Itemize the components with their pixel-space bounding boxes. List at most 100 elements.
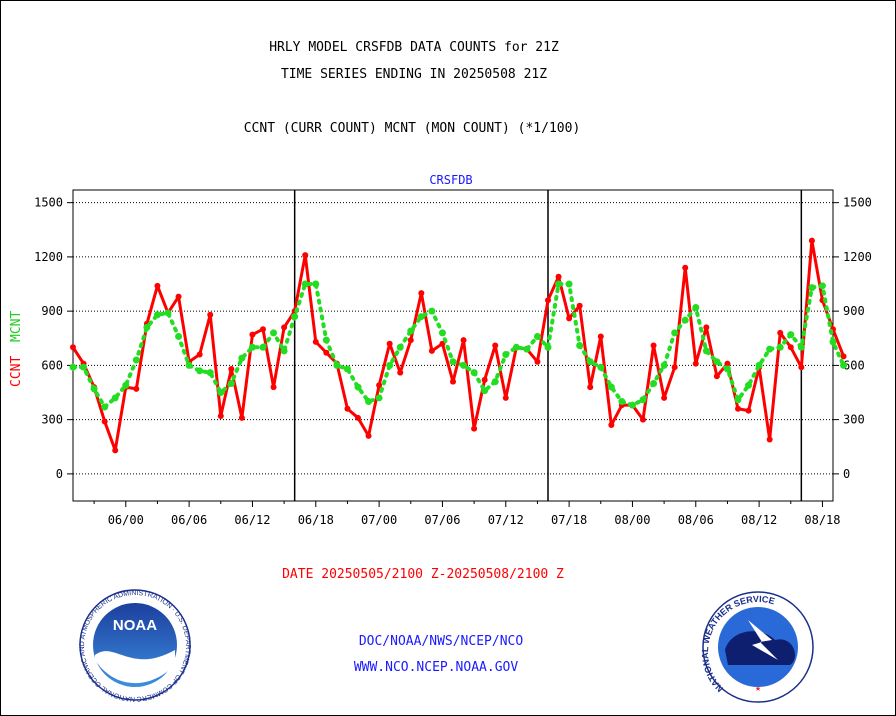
data-point-mcnt-0 bbox=[69, 363, 77, 371]
data-point-ccnt-48 bbox=[576, 302, 583, 309]
x-tick-label-3: 06/18 bbox=[298, 513, 334, 527]
data-point-mcnt-1 bbox=[80, 363, 88, 371]
data-point-ccnt-32 bbox=[407, 337, 414, 344]
nco-link[interactable]: DOC/NOAA/NWS/NCEP/NCO bbox=[359, 634, 524, 649]
x-tick-label-8: 08/00 bbox=[614, 513, 650, 527]
data-point-mcnt-57 bbox=[671, 329, 679, 337]
x-tick-label-2: 06/12 bbox=[234, 513, 270, 527]
data-point-mcnt-63 bbox=[734, 396, 742, 404]
chart-subtitle: CRSFDB bbox=[429, 173, 472, 187]
data-point-ccnt-39 bbox=[481, 376, 488, 383]
data-point-ccnt-14 bbox=[217, 413, 224, 420]
data-point-mcnt-29 bbox=[375, 394, 383, 402]
data-point-ccnt-37 bbox=[460, 337, 467, 344]
x-tick-label-1: 06/06 bbox=[171, 513, 207, 527]
x-tick-label-9: 08/06 bbox=[678, 513, 714, 527]
x-tick-label-5: 07/06 bbox=[424, 513, 460, 527]
data-point-mcnt-69 bbox=[797, 343, 805, 351]
data-point-ccnt-19 bbox=[270, 384, 277, 391]
data-point-ccnt-6 bbox=[133, 385, 140, 392]
data-point-mcnt-73 bbox=[840, 361, 848, 369]
data-point-mcnt-14 bbox=[217, 389, 225, 397]
chart-title-line1: HRLY MODEL CRSFDB DATA COUNTS for 21Z bbox=[269, 40, 559, 55]
nws-logo-icon[interactable]: ★ NATIONAL WEATHER SERVICE bbox=[700, 591, 814, 703]
data-point-mcnt-13 bbox=[206, 369, 214, 377]
data-point-mcnt-28 bbox=[365, 398, 373, 406]
x-tick-label-10: 08/12 bbox=[741, 513, 777, 527]
x-tick-label-6: 07/12 bbox=[488, 513, 524, 527]
data-point-mcnt-5 bbox=[122, 381, 130, 389]
data-point-mcnt-47 bbox=[565, 280, 573, 288]
data-point-ccnt-70 bbox=[808, 237, 815, 244]
data-point-ccnt-10 bbox=[175, 293, 182, 300]
data-point-ccnt-49 bbox=[587, 384, 594, 391]
y-tick-label-right-0: 0 bbox=[843, 467, 850, 481]
data-point-ccnt-8 bbox=[154, 282, 161, 289]
data-point-mcnt-51 bbox=[607, 383, 615, 391]
y-tick-label-left-2: 600 bbox=[41, 358, 63, 372]
data-point-ccnt-17 bbox=[249, 331, 256, 338]
data-point-ccnt-3 bbox=[101, 418, 108, 425]
data-point-ccnt-46 bbox=[555, 273, 562, 280]
data-point-mcnt-17 bbox=[248, 343, 256, 351]
y-axis-label-ccnt: CCNT bbox=[9, 356, 24, 387]
data-point-mcnt-25 bbox=[333, 361, 341, 369]
data-point-mcnt-26 bbox=[343, 365, 351, 373]
data-point-mcnt-16 bbox=[238, 354, 246, 362]
data-point-mcnt-7 bbox=[143, 323, 151, 331]
data-point-mcnt-19 bbox=[270, 329, 278, 337]
data-point-mcnt-20 bbox=[280, 347, 288, 355]
data-point-mcnt-2 bbox=[90, 385, 98, 393]
data-point-mcnt-37 bbox=[460, 361, 468, 369]
data-point-mcnt-68 bbox=[787, 331, 795, 339]
data-point-ccnt-47 bbox=[566, 315, 573, 322]
y-tick-label-left-1: 300 bbox=[41, 413, 63, 427]
data-point-mcnt-3 bbox=[101, 403, 109, 411]
data-point-ccnt-61 bbox=[713, 373, 720, 380]
data-point-ccnt-59 bbox=[692, 360, 699, 367]
data-point-mcnt-55 bbox=[650, 379, 658, 387]
data-point-ccnt-40 bbox=[492, 342, 499, 349]
y-tick-label-right-3: 900 bbox=[843, 304, 865, 318]
data-point-ccnt-23 bbox=[312, 338, 319, 345]
data-point-ccnt-41 bbox=[502, 394, 509, 401]
data-point-ccnt-20 bbox=[281, 324, 288, 331]
data-point-ccnt-58 bbox=[682, 264, 689, 271]
data-point-mcnt-34 bbox=[428, 307, 436, 315]
data-point-mcnt-4 bbox=[111, 394, 119, 402]
y-tick-label-left-5: 1500 bbox=[34, 196, 63, 210]
data-point-mcnt-54 bbox=[639, 396, 647, 404]
svg-text:★: ★ bbox=[755, 683, 761, 694]
data-point-ccnt-50 bbox=[597, 333, 604, 340]
data-point-mcnt-27 bbox=[354, 383, 362, 391]
data-point-ccnt-13 bbox=[207, 311, 214, 318]
data-point-mcnt-11 bbox=[185, 361, 193, 369]
data-point-mcnt-31 bbox=[396, 343, 404, 351]
x-tick-label-0: 06/00 bbox=[108, 513, 144, 527]
data-point-mcnt-50 bbox=[597, 363, 605, 371]
data-point-ccnt-18 bbox=[260, 326, 266, 333]
data-point-mcnt-12 bbox=[196, 367, 204, 375]
noaa-logo-icon[interactable]: NOAA NATIONAL OCEANIC AND ATMOSPHERIC AD… bbox=[0, 0, 191, 702]
data-point-mcnt-9 bbox=[164, 309, 172, 317]
data-point-ccnt-12 bbox=[196, 351, 203, 358]
y-tick-label-left-3: 900 bbox=[41, 304, 63, 318]
data-point-ccnt-64 bbox=[745, 407, 752, 414]
series-line-mcnt bbox=[71, 282, 846, 411]
data-point-ccnt-4 bbox=[112, 447, 119, 454]
data-point-ccnt-69 bbox=[798, 364, 805, 371]
data-point-mcnt-64 bbox=[745, 381, 753, 389]
data-point-ccnt-28 bbox=[365, 432, 372, 439]
data-point-mcnt-61 bbox=[713, 358, 721, 366]
data-point-mcnt-32 bbox=[407, 327, 415, 335]
data-point-ccnt-55 bbox=[650, 342, 657, 349]
data-point-mcnt-58 bbox=[681, 316, 689, 324]
nco-website-link[interactable]: WWW.NCO.NCEP.NOAA.GOV bbox=[354, 660, 519, 675]
data-point-mcnt-10 bbox=[175, 332, 183, 340]
data-point-mcnt-42 bbox=[512, 343, 520, 351]
data-point-ccnt-0 bbox=[70, 344, 76, 351]
data-point-mcnt-52 bbox=[618, 398, 626, 406]
data-point-mcnt-48 bbox=[576, 342, 584, 349]
data-point-ccnt-62 bbox=[724, 360, 731, 367]
data-point-mcnt-6 bbox=[132, 356, 140, 364]
